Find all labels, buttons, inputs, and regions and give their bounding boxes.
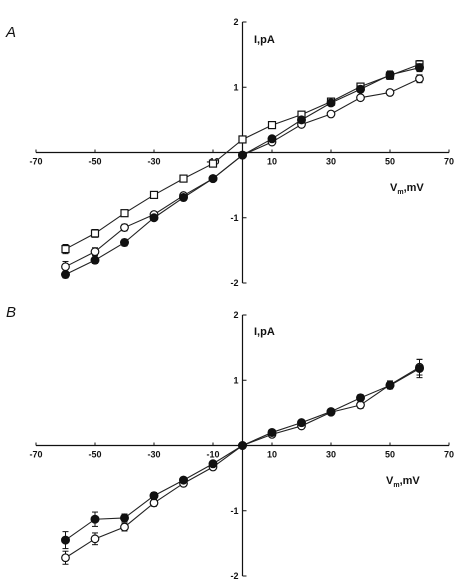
panel-a-data-point [61,262,70,272]
panel-a-data-point [356,93,365,103]
panel-b-data-point [385,380,395,390]
panel-b-data-point [90,534,100,544]
panel-b-data-point [120,513,129,523]
panel-a-x-tick-label: -70 [29,157,42,167]
panel-b-x-tick-label: 10 [267,450,277,460]
panel-b-x-tick-label: -70 [29,450,42,460]
panel-a-data-point [385,70,395,80]
panel-a-data-point [90,255,100,265]
panel-letter-b: B [6,304,16,321]
panel-a-data-point [356,84,365,94]
panel-a-data-point [326,109,336,119]
panel-b-data-point [149,491,159,501]
panel-b-data-point [415,364,424,374]
panel-a-data-point [208,159,218,168]
panel-b-data-point [267,427,277,437]
panel-b-x-tick-label: -50 [88,450,101,460]
panel-b-y-axis-label: I,pA [254,326,275,338]
panel-a-data-point [61,244,70,254]
panel-a-data-points [61,59,424,280]
panel-a-x-tick-label: 30 [326,157,336,167]
panel-a-data-point [90,247,100,257]
panel-b-data-point [297,418,306,428]
panel-a-x-tick-label: 50 [385,157,395,167]
panel-a-x-tick-label: 70 [444,157,454,167]
panel-a-data-point [149,190,159,200]
panel-a-x-tick-label: -50 [88,157,101,167]
panel-b: B -70 -50 -30 -10 10 30 50 70 2 1 -1 -2 I,pA Vm,mV [6,304,454,581]
panel-a-data-point [179,193,188,203]
panel-b-y-tick-label: -1 [230,506,238,516]
panel-b-y-tick-label: -2 [230,571,238,581]
panel-a-data-point [90,229,100,238]
panel-b-data-point [90,514,100,524]
panel-b-data-point [61,535,70,545]
panel-a-y-tick-label: -1 [230,213,238,223]
panel-a-data-point [179,174,188,183]
panel-b-data-point [326,407,336,417]
panel-a-data-point [238,135,247,144]
panel-letter-a: A [5,24,16,41]
panel-a-data-point [120,223,129,232]
panel-b-data-points [61,358,424,565]
panel-b-x-tick-label: -10 [206,450,219,460]
panel-b-x-tick-label: 50 [385,450,395,460]
panel-a-data-point [326,98,336,108]
panel-b-data-point [238,441,247,450]
panel-b-data-point [149,498,159,508]
panel-b-data-point [120,522,129,532]
panel-a-data-point [297,115,306,125]
panel-a-y-tick-label: -2 [230,278,238,288]
panel-a-y-axis-label: I,pA [254,34,275,46]
panel-b-y-tick-label: 1 [233,375,238,385]
panel-a-data-point [208,174,218,184]
panel-a-data-point [415,63,424,73]
panel-b-data-point [61,553,70,563]
panel-a-x-axis-label: Vm,mV [390,182,424,196]
panel-a-y-tick-label: 1 [233,82,238,92]
panel-a-x-tick-label: 10 [267,157,277,167]
panel-a-data-point [238,150,247,160]
panel-a-data-point [149,213,159,223]
panel-b-x-tick-label: 70 [444,450,454,460]
panel-a-data-point [61,270,70,280]
panel-b-data-point [179,475,188,485]
panel-b-data-point [356,393,365,403]
panel-b-data-point [356,400,365,410]
panel-a-data-point [267,134,277,144]
panel-a-data-point [385,88,395,97]
panel-b-x-axis-label: Vm,mV [386,475,420,489]
panel-a-x-tick-label: -30 [147,157,160,167]
panel-b-y-tick-label: 2 [233,310,238,320]
panel-b-x-tick-label: -30 [147,450,160,460]
panel-b-data-point [208,459,218,469]
panel-a-y-tick-label: 2 [233,17,238,27]
panel-b-x-tick-label: 30 [326,450,336,460]
panel-a-data-point [120,209,129,218]
panel-a-data-point [267,120,277,130]
panel-a-data-point [415,74,424,84]
panel-a-data-point [120,238,129,248]
